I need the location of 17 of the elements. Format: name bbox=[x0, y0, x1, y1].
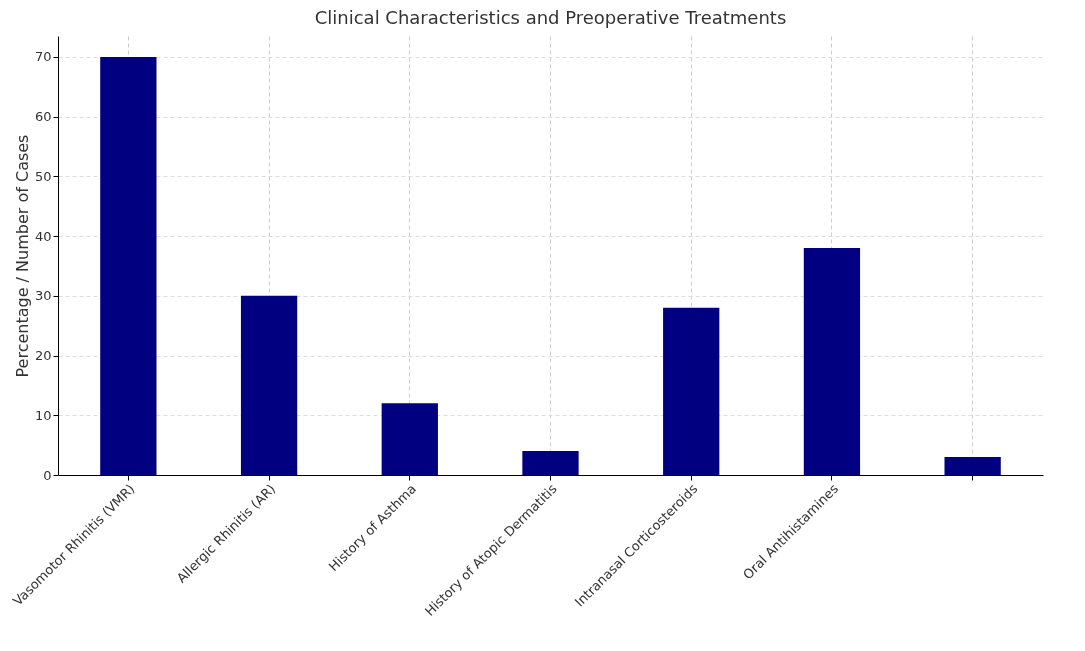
chart-title: Clinical Characteristics and Preoperative Treatments bbox=[314, 7, 787, 28]
y-tick-label: 30 bbox=[34, 288, 52, 304]
y-tick-label: 40 bbox=[34, 228, 52, 244]
bar bbox=[803, 248, 861, 475]
bar bbox=[663, 307, 720, 475]
y-tick-label: 50 bbox=[34, 168, 52, 184]
y-axis-title: Percentage / Number of Cases bbox=[12, 134, 32, 378]
bar bbox=[522, 451, 579, 475]
bar bbox=[240, 295, 298, 475]
y-tick-label: 60 bbox=[34, 109, 52, 125]
bar bbox=[100, 56, 157, 475]
y-tick-label: 0 bbox=[43, 467, 52, 483]
y-tick-label: 10 bbox=[34, 407, 52, 423]
bar bbox=[944, 457, 1001, 475]
bar bbox=[381, 403, 438, 475]
y-tick-label: 20 bbox=[34, 348, 52, 364]
y-tick-label: 70 bbox=[34, 49, 52, 65]
